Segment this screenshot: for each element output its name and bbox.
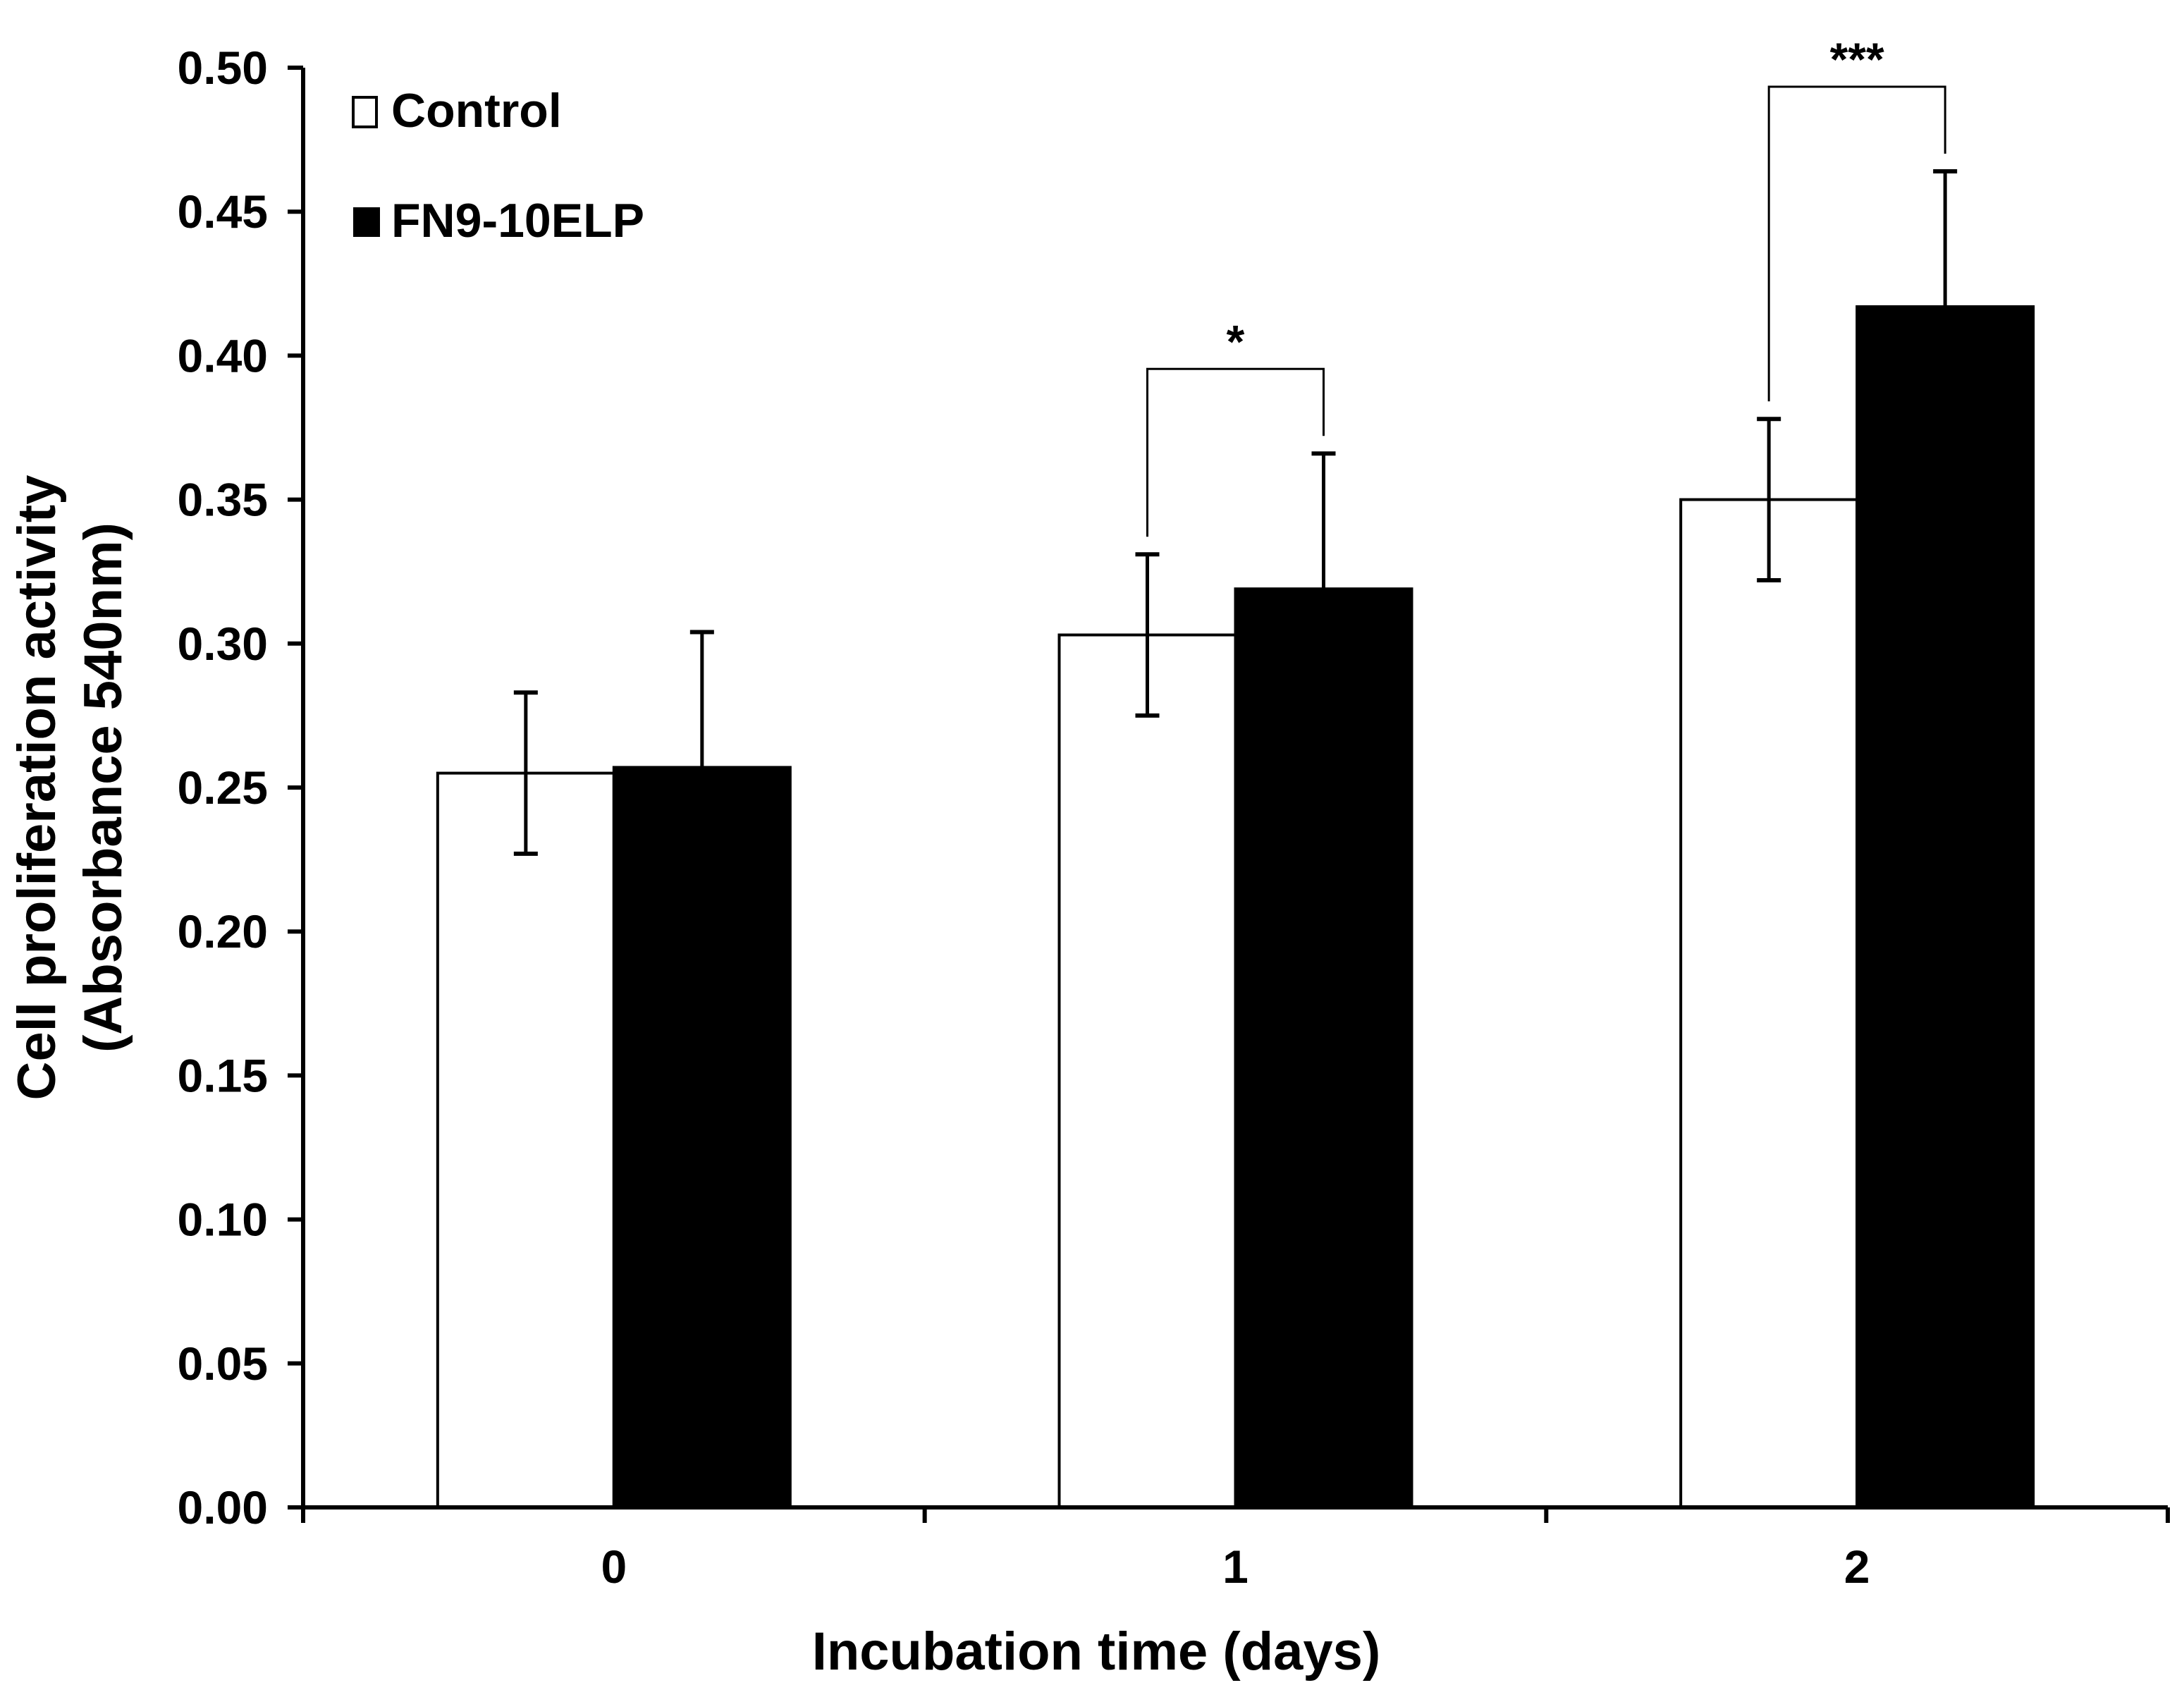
legend-control-label: Control <box>391 84 562 137</box>
significance-2-bracket <box>1767 85 1946 402</box>
bar-fn9-10elp-1 <box>1234 587 1413 1509</box>
legend-control-swatch <box>352 96 378 128</box>
significance-1-label: * <box>1227 315 1245 367</box>
y-tick-label-4: 0.20 <box>178 905 268 957</box>
y-tick-label-5: 0.25 <box>178 761 268 814</box>
legend: Control FN9-10ELP <box>352 84 644 247</box>
y-tick-label-2: 0.10 <box>178 1194 268 1246</box>
y-axis-title-line2: (Absorbance 540nm) <box>73 522 133 1053</box>
y-tick-label-0: 0.00 <box>178 1481 268 1533</box>
y-tick-label-3: 0.15 <box>178 1049 268 1101</box>
y-tick-label-8: 0.40 <box>178 329 268 381</box>
x-axis-ticks <box>301 1507 2170 1523</box>
bar-fn9-10elp-2 <box>1855 305 2035 1509</box>
y-tick-label-9: 0.45 <box>178 185 268 238</box>
significance-1-bracket <box>1146 367 1325 537</box>
y-axis-title-line1: Cell proliferation activity <box>7 475 67 1101</box>
x-tick-label-2: 2 <box>1844 1541 1870 1593</box>
y-tick-label-1: 0.05 <box>178 1337 268 1390</box>
x-axis-title: Incubation time (days) <box>812 1622 1381 1682</box>
y-tick-labels: 0.00 0.05 0.10 0.15 0.20 0.25 0.30 0.35 0.40 0.45… <box>178 42 268 1533</box>
y-tick-label-7: 0.35 <box>178 474 268 526</box>
bars <box>436 305 2035 1509</box>
legend-fn-label: FN9-10ELP <box>391 194 644 247</box>
x-tick-label-1: 1 <box>1222 1541 1249 1593</box>
y-tick-label-6: 0.30 <box>178 618 268 670</box>
y-tick-label-10: 0.50 <box>178 42 268 94</box>
significance-2-label: *** <box>1830 33 1884 85</box>
x-tick-labels: 0 1 2 <box>601 1541 1870 1593</box>
error-bars <box>513 169 1958 905</box>
y-axis-ticks <box>288 66 303 1510</box>
bar-control-0 <box>436 771 615 1509</box>
significance-brackets: **** <box>1146 33 1946 537</box>
bar-control-2 <box>1679 498 1859 1509</box>
legend-fn-swatch <box>353 207 380 237</box>
x-tick-label-0: 0 <box>601 1541 627 1593</box>
bar-control-1 <box>1057 633 1237 1509</box>
